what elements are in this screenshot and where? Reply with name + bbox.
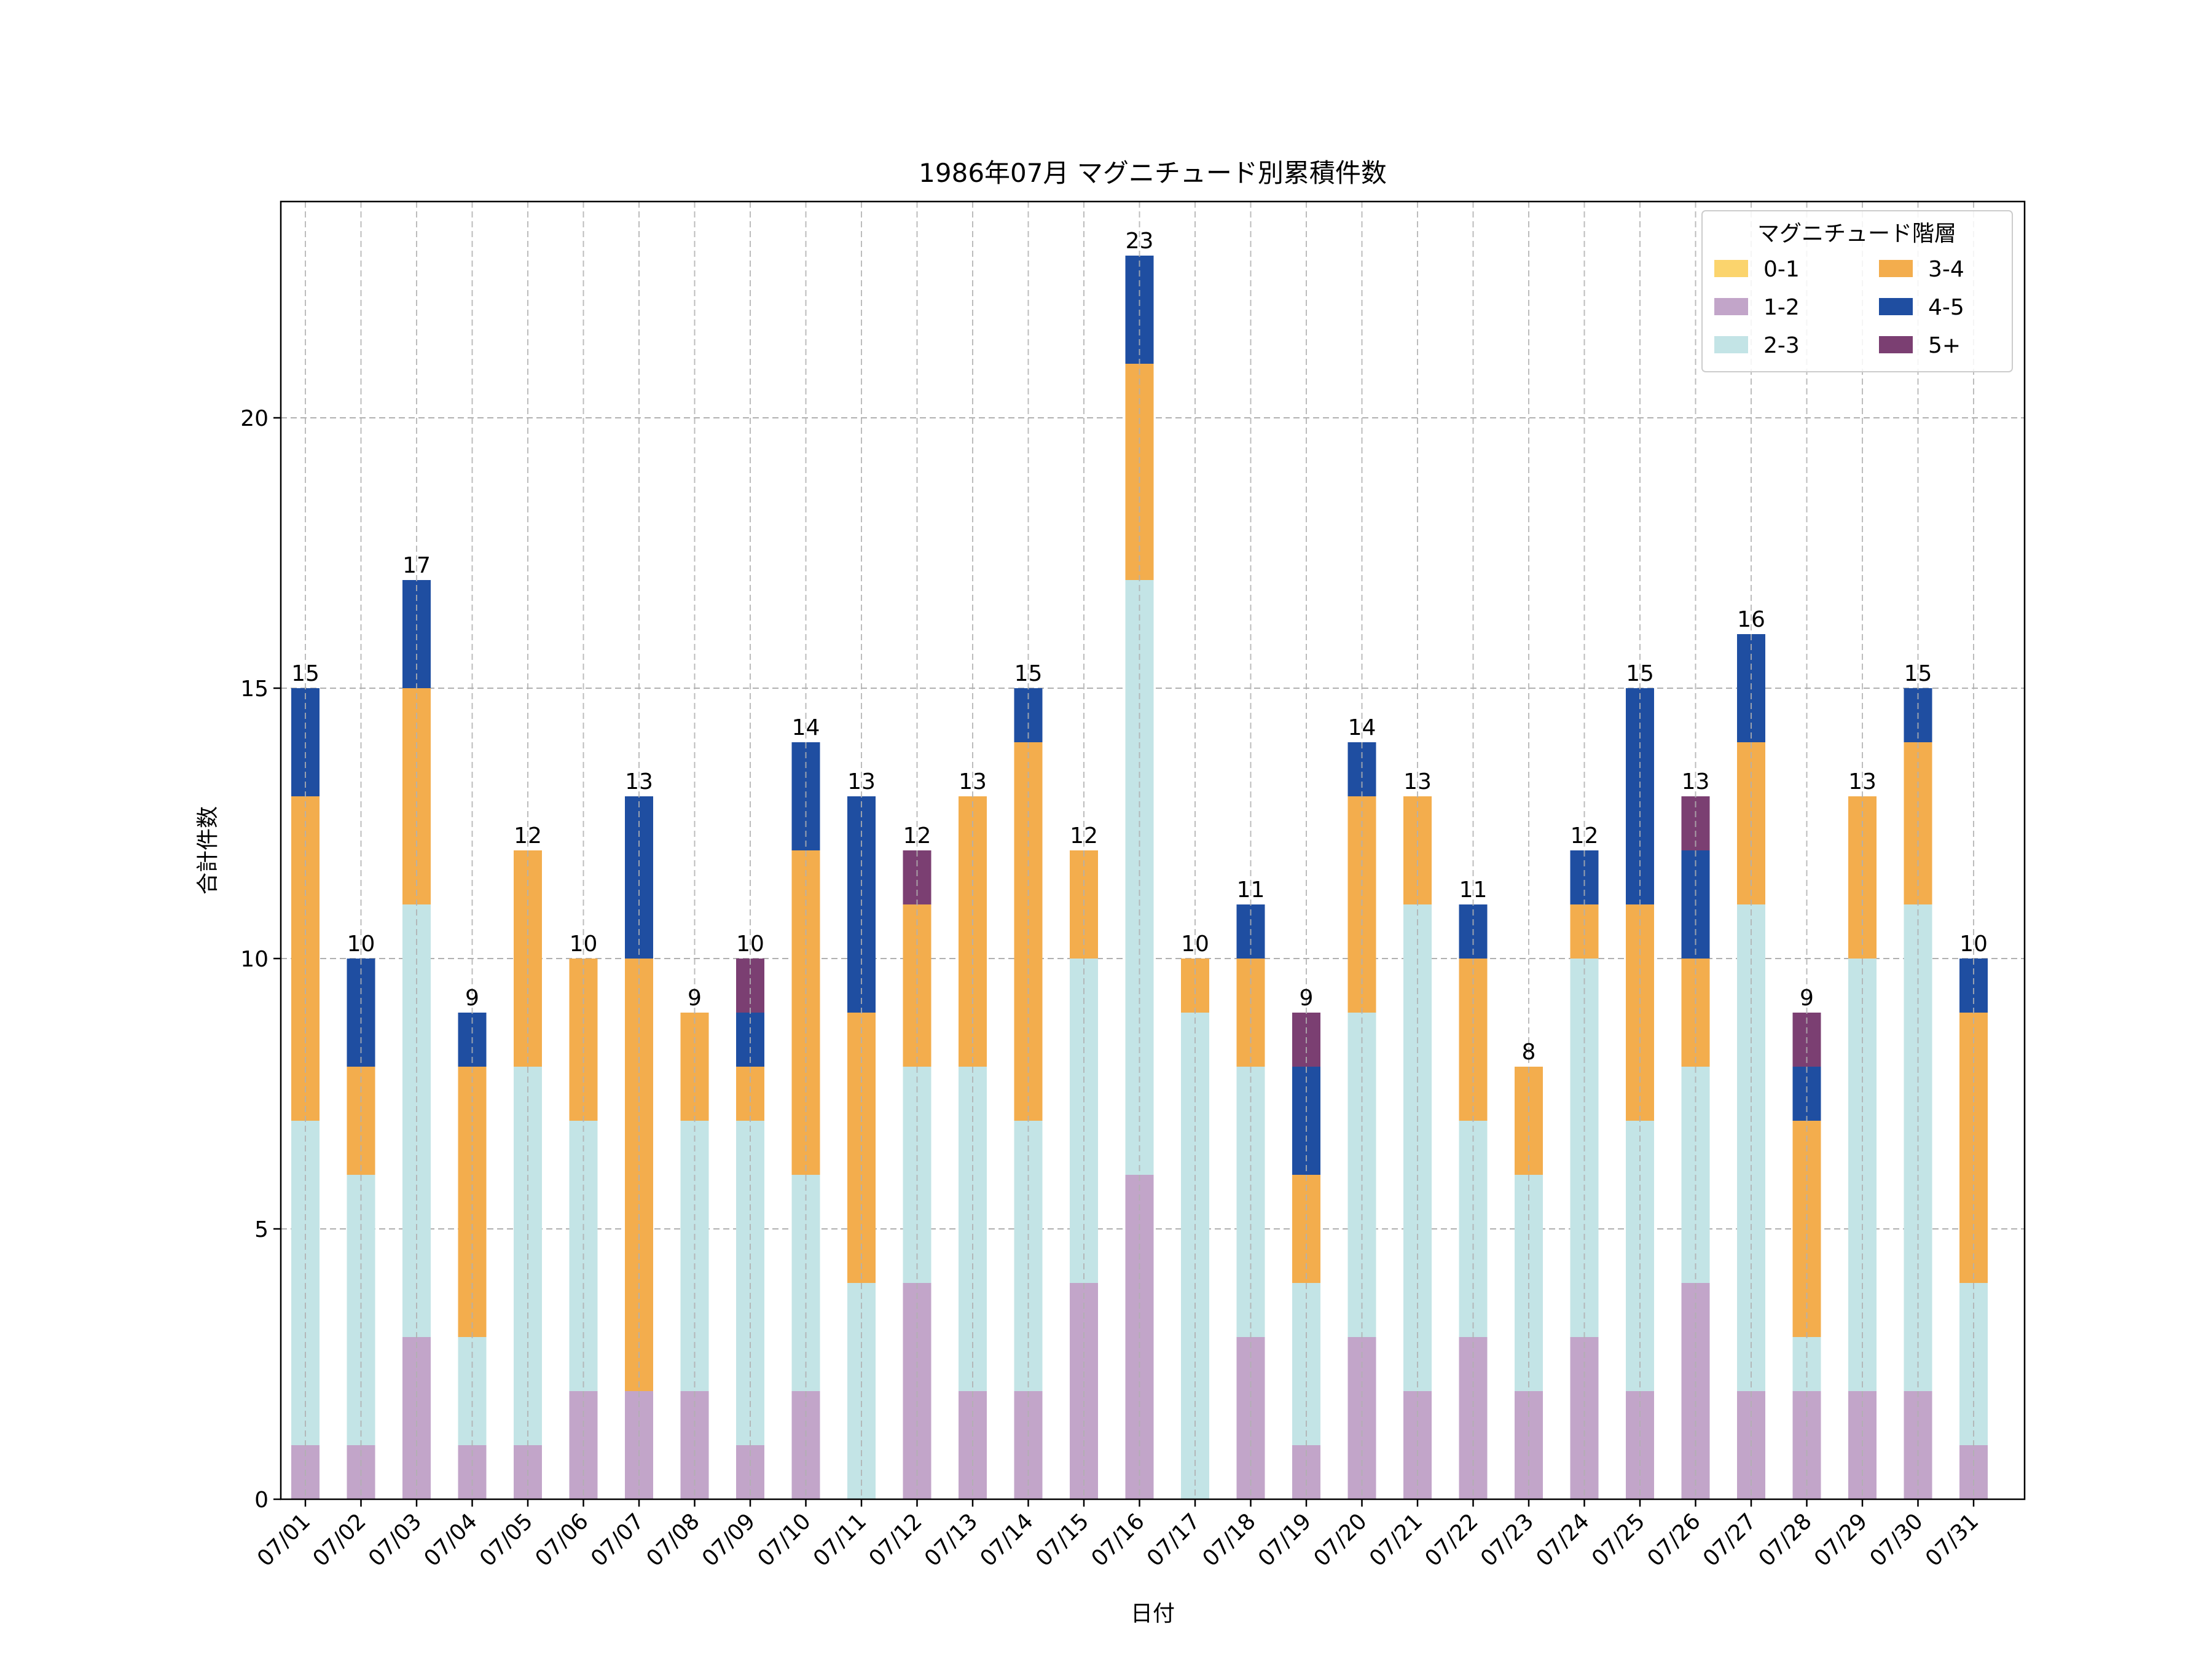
bar-segment: [1181, 959, 1209, 1013]
x-tick-label: 07/29: [1810, 1508, 1872, 1571]
x-axis: 07/0107/0207/0307/0407/0507/0607/0707/08…: [253, 1499, 1983, 1572]
bar-total-label: 8: [1522, 1040, 1536, 1065]
y-axis-label: 合計件数: [195, 806, 221, 895]
bar-total-label: 15: [291, 661, 320, 686]
legend-label: 4-5: [1928, 295, 1964, 320]
x-tick-label: 07/27: [1698, 1508, 1761, 1571]
legend-swatch: [1879, 336, 1913, 353]
x-axis-label: 日付: [1131, 1601, 1175, 1626]
x-tick-label: 07/28: [1754, 1508, 1817, 1571]
bar-total-label: 15: [1626, 661, 1654, 686]
bar-total-label: 10: [1959, 931, 1988, 957]
legend-label: 2-3: [1763, 333, 1800, 358]
x-tick-label: 07/10: [753, 1508, 816, 1571]
x-tick-label: 07/09: [697, 1508, 760, 1571]
legend-swatch: [1714, 298, 1748, 315]
x-tick-label: 07/07: [586, 1508, 649, 1571]
x-tick-label: 07/11: [809, 1508, 871, 1571]
bar-total-label: 10: [736, 931, 764, 957]
legend-swatch: [1879, 298, 1913, 315]
bar-total-label: 12: [1070, 823, 1098, 849]
bar-total-label: 12: [514, 823, 542, 849]
bar-total-label: 11: [1237, 877, 1265, 903]
x-tick-label: 07/08: [642, 1508, 705, 1571]
legend-title: マグニチュード階層: [1757, 221, 1956, 246]
x-tick-label: 07/30: [1865, 1508, 1928, 1571]
bar-segment: [1792, 1067, 1821, 1121]
bar-total-label: 15: [1014, 661, 1043, 686]
plot-frame: [280, 200, 2026, 1500]
bar-total-label: 12: [1571, 823, 1599, 849]
bar-total-label: 13: [1848, 769, 1877, 794]
bar-total-label: 9: [1800, 986, 1814, 1011]
legend-swatch: [1714, 336, 1748, 353]
bar-total-label: 9: [465, 986, 479, 1011]
legend-swatch: [1879, 260, 1913, 277]
y-tick-label: 5: [254, 1217, 269, 1242]
bar-total-label: 11: [1459, 877, 1488, 903]
x-tick-label: 07/31: [1921, 1508, 1983, 1571]
x-tick-label: 07/03: [364, 1508, 426, 1571]
x-tick-label: 07/17: [1142, 1508, 1205, 1571]
x-tick-label: 07/06: [531, 1508, 594, 1571]
bar-segment: [736, 959, 764, 1013]
x-tick-label: 07/22: [1421, 1508, 1483, 1571]
bar-total-label: 13: [625, 769, 653, 794]
x-tick-label: 07/01: [253, 1508, 315, 1571]
bar-total-label: 10: [570, 931, 598, 957]
x-tick-label: 07/14: [976, 1508, 1038, 1571]
bar-total-label: 9: [1300, 986, 1314, 1011]
legend-label: 1-2: [1763, 295, 1800, 320]
legend-label: 5+: [1928, 333, 1961, 358]
bar-total-label: 10: [1181, 931, 1209, 957]
legend-label: 0-1: [1763, 257, 1800, 282]
x-tick-label: 07/26: [1643, 1508, 1706, 1571]
x-tick-label: 07/02: [308, 1508, 371, 1571]
x-tick-label: 07/16: [1087, 1508, 1150, 1571]
x-tick-label: 07/04: [420, 1508, 482, 1571]
x-tick-label: 07/21: [1365, 1508, 1427, 1571]
bar-total-label: 17: [402, 553, 431, 578]
bar-segment: [1959, 959, 1988, 1013]
x-tick-label: 07/20: [1309, 1508, 1372, 1571]
bar-total-label: 23: [1126, 229, 1154, 254]
x-tick-label: 07/12: [865, 1508, 927, 1571]
y-tick-label: 15: [240, 677, 269, 702]
x-tick-label: 07/19: [1253, 1508, 1316, 1571]
bar-segment: [1570, 850, 1599, 904]
vertical-gridlines-overlay: [305, 202, 1974, 1499]
bar-total-label: 14: [792, 715, 820, 740]
bar-total-label: 12: [903, 823, 931, 849]
bar-total-label: 15: [1904, 661, 1932, 686]
bar-total-label: 9: [688, 986, 702, 1011]
bar-segment: [1347, 742, 1376, 796]
y-tick-label: 10: [240, 947, 269, 972]
x-tick-label: 07/23: [1476, 1508, 1539, 1571]
legend: マグニチュード階層 0-1 1-2 2-3 3-4 4-5 5+: [1701, 210, 2013, 372]
x-tick-label: 07/25: [1587, 1508, 1650, 1571]
bar-total-labels: 15 10 17 9 12 10 13 9 10 14 13 12 13 15 12 23 10 11 9 14 13 1…: [291, 229, 1988, 1065]
y-tick-label: 0: [254, 1488, 269, 1513]
legend-box: [1701, 210, 2013, 372]
bar-total-label: 13: [847, 769, 876, 794]
x-tick-label: 07/24: [1532, 1508, 1594, 1571]
x-tick-label: 07/05: [475, 1508, 538, 1571]
bar-total-label: 13: [959, 769, 987, 794]
bar-total-label: 13: [1682, 769, 1710, 794]
legend-label: 3-4: [1928, 257, 1964, 282]
bar-total-label: 10: [347, 931, 375, 957]
x-tick-label: 07/13: [920, 1508, 982, 1571]
x-tick-label: 07/15: [1031, 1508, 1094, 1571]
y-axis: 0 5 10 15 20: [240, 406, 281, 1513]
bar-total-label: 14: [1348, 715, 1376, 740]
y-tick-label: 20: [240, 406, 269, 431]
chart-title: 1986年07月 マグニチュード別累積件数: [919, 158, 1387, 188]
bar-total-label: 13: [1403, 769, 1432, 794]
legend-swatch: [1714, 260, 1748, 277]
x-tick-label: 07/18: [1198, 1508, 1261, 1571]
bar-segment: [736, 1067, 764, 1121]
bar-segment: [903, 850, 931, 904]
bar-total-label: 16: [1737, 607, 1765, 632]
